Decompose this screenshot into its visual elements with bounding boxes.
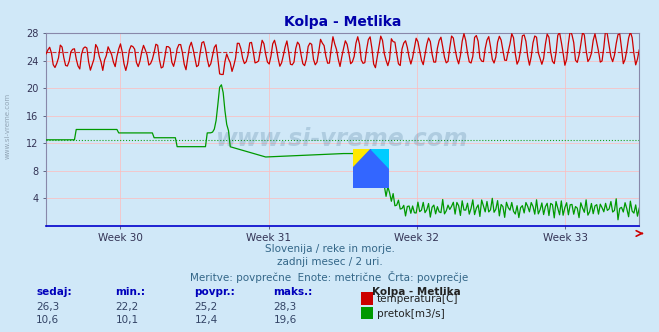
Text: 19,6: 19,6: [273, 315, 297, 325]
Polygon shape: [370, 149, 389, 169]
Text: www.si-vreme.com: www.si-vreme.com: [5, 93, 11, 159]
Text: sedaj:: sedaj:: [36, 287, 72, 297]
Text: zadnji mesec / 2 uri.: zadnji mesec / 2 uri.: [277, 257, 382, 267]
Text: maks.:: maks.:: [273, 287, 313, 297]
Text: Slovenija / reke in morje.: Slovenija / reke in morje.: [264, 244, 395, 254]
Title: Kolpa - Metlika: Kolpa - Metlika: [284, 15, 401, 29]
Text: min.:: min.:: [115, 287, 146, 297]
Text: 28,3: 28,3: [273, 302, 297, 312]
Text: pretok[m3/s]: pretok[m3/s]: [377, 309, 445, 319]
Text: povpr.:: povpr.:: [194, 287, 235, 297]
Text: Kolpa - Metlika: Kolpa - Metlika: [372, 287, 461, 297]
Text: 22,2: 22,2: [115, 302, 138, 312]
Polygon shape: [353, 149, 370, 169]
Text: 12,4: 12,4: [194, 315, 217, 325]
Text: 25,2: 25,2: [194, 302, 217, 312]
Text: temperatura[C]: temperatura[C]: [377, 294, 459, 304]
Text: 10,6: 10,6: [36, 315, 59, 325]
Text: 26,3: 26,3: [36, 302, 59, 312]
Polygon shape: [353, 149, 389, 188]
Text: 10,1: 10,1: [115, 315, 138, 325]
Text: Meritve: povprečne  Enote: metrične  Črta: povprečje: Meritve: povprečne Enote: metrične Črta:…: [190, 271, 469, 283]
Text: www.si-vreme.com: www.si-vreme.com: [216, 127, 469, 151]
